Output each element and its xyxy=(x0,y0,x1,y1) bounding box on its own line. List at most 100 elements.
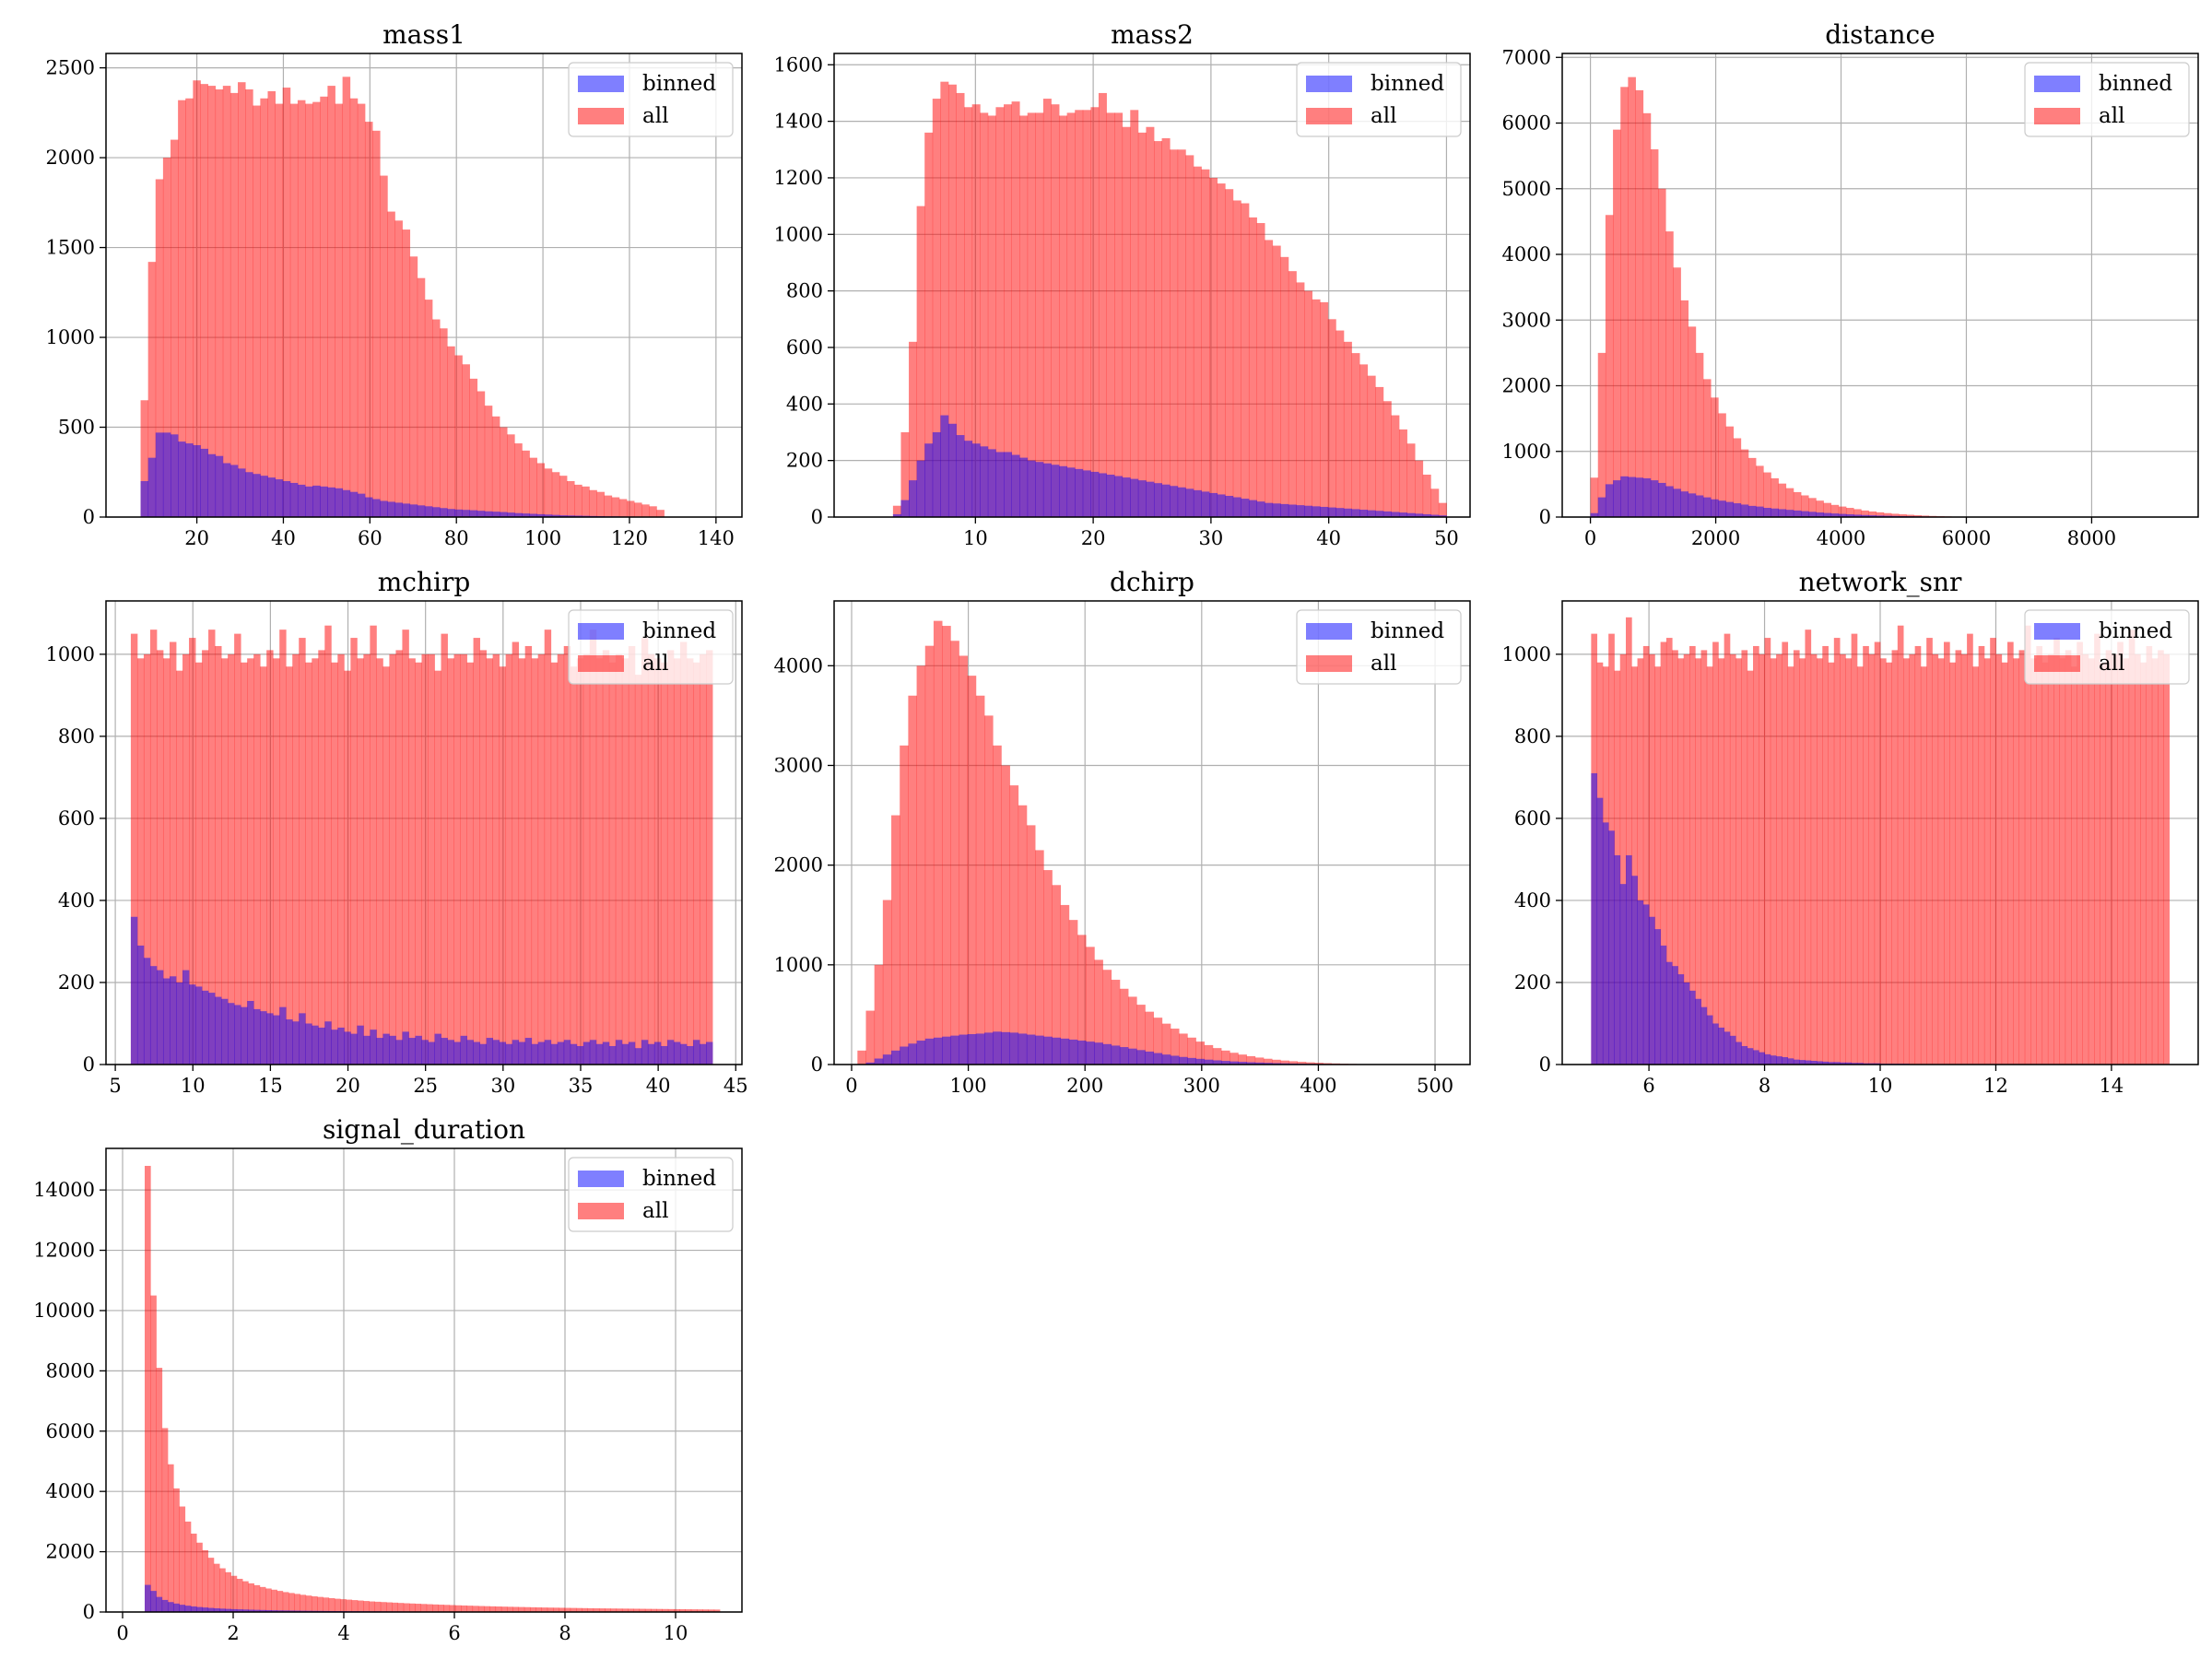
bar-all xyxy=(1154,141,1162,517)
bar-binned xyxy=(1122,477,1131,517)
x-tick-label: 120 xyxy=(611,527,648,549)
bar-all xyxy=(1304,290,1312,517)
bar-all xyxy=(202,650,209,1065)
legend-label-binned: binned xyxy=(642,72,716,96)
y-tick-label: 200 xyxy=(58,971,95,994)
bar-binned xyxy=(324,1021,332,1065)
bar-binned xyxy=(477,511,486,517)
bar-all xyxy=(1626,617,1632,1065)
bar-binned xyxy=(1106,474,1115,517)
x-tick-label: 0 xyxy=(116,1622,128,1644)
bar-binned xyxy=(882,1054,892,1065)
bar-binned xyxy=(221,998,229,1065)
bar-all xyxy=(178,100,186,517)
bar-all xyxy=(484,406,493,517)
bar-all xyxy=(275,103,284,518)
bar-all xyxy=(700,653,707,1065)
bar-binned xyxy=(900,1046,909,1065)
bar-all xyxy=(576,658,584,1065)
bar-all xyxy=(1955,650,1962,1065)
bar-binned xyxy=(196,1606,203,1612)
bar-binned xyxy=(453,1041,461,1065)
bar-all xyxy=(1770,658,1777,1065)
bar-all xyxy=(342,76,351,517)
legend-label-all: all xyxy=(2099,652,2124,676)
bar-all xyxy=(522,450,530,517)
bar-all xyxy=(357,658,364,1065)
x-tick-label: 12 xyxy=(1983,1075,2008,1097)
bar-all xyxy=(621,1608,629,1612)
bar-all xyxy=(1068,920,1078,1065)
bar-binned xyxy=(1793,510,1802,517)
bar-all xyxy=(610,1608,618,1612)
bar-all xyxy=(1305,1062,1315,1065)
bar-binned xyxy=(434,1033,441,1065)
bar-all xyxy=(351,1600,359,1612)
bar-binned xyxy=(273,1015,280,1065)
bar-all xyxy=(1272,1059,1281,1065)
bar-all xyxy=(639,1608,646,1612)
bar-binned xyxy=(1711,499,1719,517)
bar-all xyxy=(1712,641,1719,1065)
bar-all xyxy=(909,341,918,517)
y-tick-label: 14000 xyxy=(33,1179,95,1201)
bar-binned xyxy=(1043,1036,1053,1065)
bar-all xyxy=(708,1609,715,1612)
bar-all xyxy=(1899,514,1907,517)
bar-binned xyxy=(1086,1041,1095,1065)
bar-binned xyxy=(1868,515,1877,517)
bar-binned xyxy=(1272,503,1281,517)
series-all xyxy=(892,81,1447,518)
bar-all xyxy=(297,100,306,517)
bar-binned xyxy=(589,1040,597,1065)
bar-all xyxy=(421,653,429,1065)
bar-all xyxy=(1830,504,1840,517)
bar-all xyxy=(369,1601,375,1612)
bar-all xyxy=(567,481,575,517)
x-tick-label: 400 xyxy=(1300,1075,1336,1097)
bar-binned xyxy=(567,515,575,517)
bar-all xyxy=(529,457,537,517)
bar-all xyxy=(1217,183,1226,517)
bar-binned xyxy=(1793,1059,1800,1065)
bar-binned xyxy=(1733,503,1742,517)
x-tick-label: 35 xyxy=(569,1075,594,1097)
bar-all xyxy=(170,641,177,1065)
bar-all xyxy=(649,506,657,517)
bar-all xyxy=(900,745,909,1065)
bar-all xyxy=(395,650,403,1065)
bar-binned xyxy=(1724,1031,1731,1065)
bar-binned xyxy=(1613,480,1621,517)
bar-all xyxy=(200,84,208,518)
bar-all xyxy=(514,443,523,517)
bar-all xyxy=(524,645,533,1065)
y-tick-label: 7000 xyxy=(1502,46,1551,68)
bar-all xyxy=(1119,988,1129,1065)
bar-all xyxy=(1009,785,1019,1065)
bar-binned xyxy=(229,465,239,517)
bar-all xyxy=(1265,240,1274,517)
bar-all xyxy=(667,1608,675,1612)
bar-all xyxy=(2140,662,2147,1065)
bar-all xyxy=(1375,386,1384,517)
bar-all xyxy=(179,1506,186,1612)
bar-binned xyxy=(1695,998,1701,1065)
bar-all xyxy=(1343,341,1352,517)
bar-all xyxy=(634,675,642,1065)
bar-binned xyxy=(182,970,190,1065)
bar-all xyxy=(518,1606,525,1612)
bar-all xyxy=(1280,1060,1289,1065)
bar-binned xyxy=(1810,1060,1818,1065)
bar-all xyxy=(440,328,448,517)
bar-binned xyxy=(559,515,568,517)
bar-binned xyxy=(1635,477,1644,517)
legend-swatch-binned xyxy=(2034,623,2080,640)
y-tick-label: 1000 xyxy=(774,954,823,976)
bar-all xyxy=(294,1594,300,1612)
histogram-panel-mchirp: 5 10 15 20 25 30 35 40 45 0 200 400 600 800 1000 mchirp… xyxy=(46,567,748,1097)
bar-binned xyxy=(394,502,403,517)
bar-all xyxy=(434,670,441,1065)
bar-binned xyxy=(136,945,145,1065)
bar-all xyxy=(1808,498,1817,517)
